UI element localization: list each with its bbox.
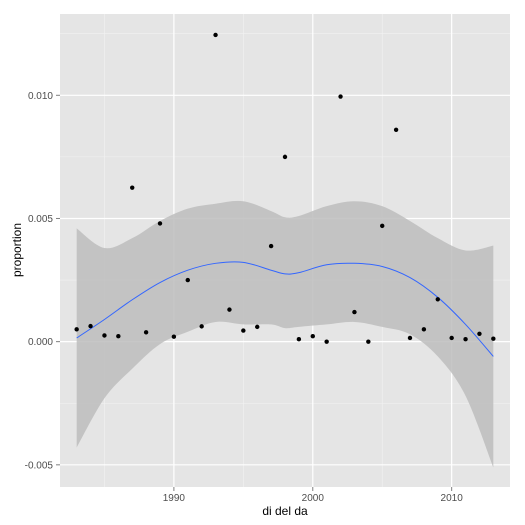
data-point <box>213 32 218 38</box>
data-point <box>171 334 177 339</box>
data-point <box>338 94 343 99</box>
data-point <box>477 331 482 336</box>
data-point <box>352 309 357 315</box>
data-point <box>157 221 163 226</box>
data-point <box>143 330 149 335</box>
data-point <box>199 324 204 329</box>
y-tick-label: 0.010 <box>28 91 53 102</box>
data-point <box>435 297 440 302</box>
y-tick-label: -0.005 <box>25 460 54 471</box>
smooth-line <box>76 261 494 357</box>
data-point <box>324 339 329 344</box>
data-point <box>310 334 315 339</box>
y-tick-label: 0.000 <box>28 337 53 348</box>
y-axis: -0.005 0.000 0.005 0.010 <box>25 91 60 471</box>
data-point <box>393 127 399 132</box>
data-point <box>407 335 413 341</box>
data-point <box>227 307 232 312</box>
data-point <box>380 223 385 229</box>
x-axis: 1990 2000 2010 <box>163 487 463 504</box>
x-axis-title: di del da <box>262 504 308 518</box>
data-point <box>74 327 79 332</box>
data-point <box>241 328 246 333</box>
data-point <box>421 327 427 332</box>
data-points <box>74 32 496 344</box>
x-tick-label: 1990 <box>163 493 186 504</box>
y-axis-title: proportion <box>10 223 24 277</box>
data-point <box>366 339 371 344</box>
data-point <box>463 336 468 342</box>
data-point <box>185 277 190 283</box>
y-tick-label: 0.005 <box>28 214 53 225</box>
data-point <box>130 185 135 190</box>
data-point <box>116 334 121 339</box>
x-tick-label: 2010 <box>441 493 464 504</box>
data-point <box>255 324 260 330</box>
data-point <box>296 336 302 342</box>
data-point <box>102 333 107 338</box>
data-point <box>282 154 288 160</box>
x-tick-label: 2000 <box>302 493 325 504</box>
data-point <box>268 243 274 249</box>
confidence-band <box>76 200 494 468</box>
data-point <box>449 335 454 341</box>
data-point <box>491 336 496 341</box>
data-point <box>88 323 93 329</box>
